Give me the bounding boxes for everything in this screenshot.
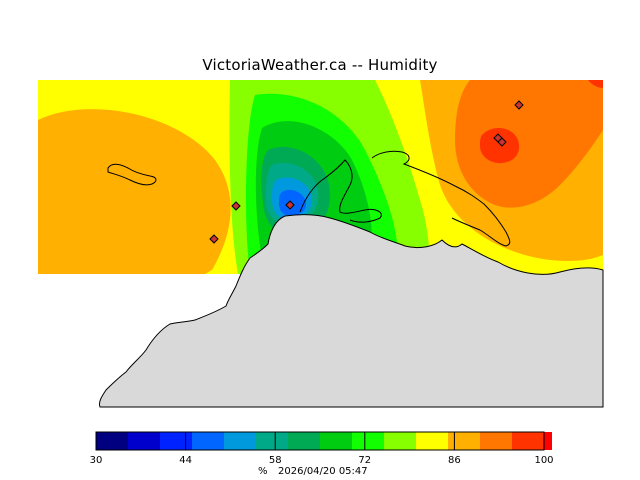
legend-tick-labels: 30 44 58 72 86 100 (90, 455, 554, 466)
legend-band (160, 432, 192, 450)
station-marker (209, 234, 219, 244)
legend-band (352, 432, 384, 450)
legend-band (384, 432, 416, 450)
station-marker (285, 200, 295, 210)
legend-band (288, 432, 320, 450)
land-mass (99, 150, 604, 408)
legend-unit: % (258, 466, 268, 477)
legend-band (416, 432, 448, 450)
humidity-legend: 30 44 58 72 86 100 % 2026/04/20 05:47 (90, 431, 554, 477)
legend-band (320, 432, 352, 450)
peninsula-north (299, 159, 382, 223)
legend-tick-label: 86 (448, 455, 461, 466)
humidity-field (38, 80, 603, 274)
legend-band (96, 432, 128, 450)
legend-color-bar (96, 432, 552, 450)
legend-ticks (95, 432, 545, 450)
legend-band (256, 432, 288, 450)
map-title: VictoriaWeather.ca -- Humidity (202, 56, 438, 74)
legend-band (448, 432, 480, 450)
band-95-100-east (480, 127, 520, 164)
legend-band (512, 432, 544, 450)
peninsula-east (371, 150, 511, 247)
legend-tick-label: 58 (269, 455, 282, 466)
legend-tick-label: 72 (358, 455, 371, 466)
station-marker (231, 201, 241, 211)
legend-band (192, 432, 224, 450)
band-95-100-corner (588, 80, 603, 88)
legend-tick-label: 30 (90, 455, 103, 466)
legend-timestamp: 2026/04/20 05:47 (278, 466, 368, 477)
legend-band (128, 432, 160, 450)
legend-band (480, 432, 512, 450)
station-marker (514, 100, 524, 110)
band-90-95-east (455, 80, 603, 208)
legend-band (224, 432, 256, 450)
legend-band (544, 432, 552, 450)
coastline-south (99, 214, 604, 408)
station-marker (497, 137, 507, 147)
station-markers (209, 100, 524, 244)
legend-tick-label: 100 (534, 455, 553, 466)
legend-tick-label: 44 (179, 455, 192, 466)
island-west (107, 163, 157, 186)
band-85-90-west (38, 109, 231, 274)
